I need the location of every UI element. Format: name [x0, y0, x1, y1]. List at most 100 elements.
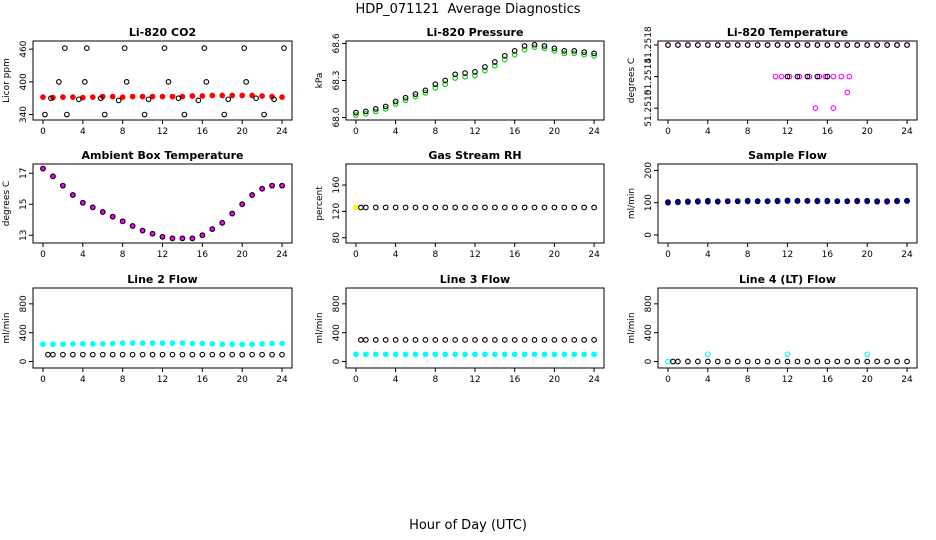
- y-tick-label: 51.2514: [644, 58, 654, 95]
- data-point: [830, 105, 837, 111]
- data-point: [239, 341, 246, 348]
- data-point: [794, 73, 801, 80]
- data-point: [201, 45, 208, 51]
- data-point: [694, 198, 701, 204]
- data-point: [591, 204, 597, 211]
- x-tick-label: 24: [901, 375, 913, 385]
- data-point: [229, 92, 236, 99]
- data-point: [229, 341, 236, 348]
- data-point: [169, 93, 176, 100]
- data-point: [704, 358, 711, 365]
- panel-6: Sample Flow ml/min 0 4 8 12 16 20 24 0 100 200: [627, 149, 918, 260]
- data-point: [491, 62, 498, 69]
- data-point: [772, 73, 779, 80]
- data-point: [531, 351, 538, 358]
- data-point: [482, 204, 488, 211]
- data-point: [353, 351, 359, 358]
- data-point: [422, 89, 429, 96]
- data-point: [551, 351, 558, 358]
- data-point: [472, 337, 478, 343]
- x-tick-label: 24: [588, 250, 600, 260]
- data-point: [561, 351, 568, 358]
- data-point: [822, 73, 829, 80]
- data-point: [724, 42, 731, 48]
- x-tick-label: 16: [822, 250, 834, 260]
- data-point: [894, 358, 900, 365]
- panel-title: Sample Flow: [748, 149, 827, 162]
- data-point: [48, 95, 54, 102]
- data-point: [392, 98, 399, 105]
- data-point: [40, 94, 46, 100]
- data-point: [491, 351, 498, 358]
- data-point: [591, 52, 597, 59]
- y-tick-label: 51.2518: [644, 26, 654, 63]
- data-point: [824, 358, 831, 365]
- data-point: [75, 96, 82, 103]
- data-point: [159, 233, 166, 240]
- data-point: [904, 358, 910, 365]
- data-point: [814, 358, 821, 365]
- data-point: [704, 197, 711, 204]
- data-point: [221, 111, 228, 118]
- x-tick-label: 12: [157, 250, 168, 260]
- x-tick-label: 4: [80, 127, 86, 137]
- data-point: [179, 340, 186, 346]
- data-point: [734, 198, 741, 204]
- data-point: [89, 94, 96, 100]
- data-point: [259, 185, 265, 192]
- y-tick-label: 460: [19, 40, 29, 57]
- panel-title: Li-820 Temperature: [727, 26, 848, 39]
- x-tick-label: 12: [782, 250, 793, 260]
- data-point: [372, 204, 379, 211]
- data-point: [744, 358, 751, 365]
- data-point: [904, 42, 910, 48]
- data-point: [60, 182, 66, 189]
- y-tick-label: 13: [19, 230, 29, 241]
- data-point: [422, 337, 429, 343]
- data-point: [561, 50, 568, 57]
- x-tick-label: 8: [745, 250, 751, 260]
- data-point: [159, 93, 166, 100]
- data-point: [521, 46, 528, 53]
- data-point: [159, 351, 166, 358]
- data-point: [511, 351, 518, 358]
- data-point: [279, 351, 285, 358]
- y-axis-label: ml/min: [315, 312, 325, 343]
- data-point: [432, 204, 439, 211]
- x-tick-label: 20: [861, 375, 873, 385]
- data-point: [392, 101, 399, 107]
- data-point: [541, 43, 548, 49]
- data-point: [149, 230, 156, 237]
- data-point: [169, 235, 176, 242]
- data-point: [778, 73, 785, 80]
- data-point: [372, 108, 379, 115]
- x-tick-label: 16: [197, 250, 209, 260]
- data-point: [874, 198, 881, 204]
- x-tick-label: 8: [745, 127, 751, 137]
- data-point: [571, 337, 578, 343]
- data-point: [382, 351, 389, 358]
- data-point: [452, 337, 459, 343]
- x-tick-label: 0: [665, 375, 671, 385]
- data-point: [382, 103, 389, 110]
- x-tick-label: 8: [432, 127, 438, 137]
- data-point: [203, 79, 210, 85]
- data-point: [452, 75, 459, 81]
- y-axis-label: kPa: [315, 73, 325, 89]
- data-point: [854, 197, 861, 204]
- x-tick-label: 12: [469, 250, 480, 260]
- x-tick-label: 4: [705, 127, 711, 137]
- x-tick-label: 0: [40, 250, 46, 260]
- data-point: [402, 337, 409, 343]
- data-point: [904, 197, 910, 204]
- data-point: [412, 93, 419, 100]
- y-tick-label: 400: [19, 324, 29, 341]
- data-point: [269, 340, 275, 347]
- data-point: [724, 198, 731, 204]
- data-point: [45, 351, 51, 358]
- panel-5: Gas Stream RH percent 0 4 8 12 16 20 24 80 120 160: [315, 149, 605, 260]
- data-point: [884, 198, 890, 204]
- data-point: [89, 351, 96, 358]
- x-tick-label: 16: [509, 127, 521, 137]
- x-tick-label: 12: [782, 127, 793, 137]
